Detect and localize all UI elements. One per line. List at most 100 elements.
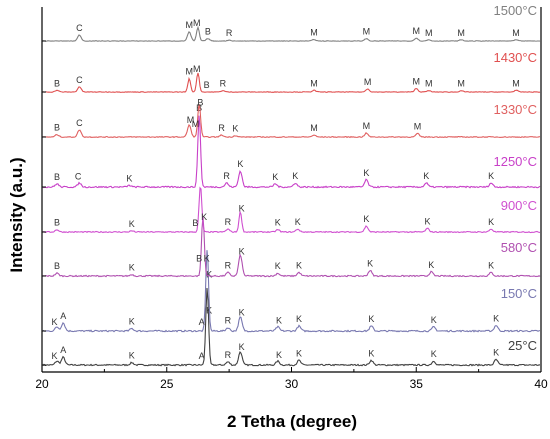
peak-label: B [54,172,60,182]
peak-label: K [239,308,245,318]
peak-label: M [192,119,200,129]
peak-label: A [60,345,66,355]
peak-label: M [363,121,371,131]
x-tick-label: 20 [35,377,49,391]
peak-label: M [457,79,465,89]
peak-label: B [204,80,210,90]
series-label: 25°C [508,338,537,353]
peak-label: M [425,28,433,38]
peak-label: K [129,263,135,273]
axes: 20 25 30 35 40 [35,7,548,391]
peak-label: B [54,123,60,133]
peak-label: M [310,78,318,88]
peak-label: K [239,247,245,257]
peak-label: K [206,269,212,279]
peak-label: R [225,261,232,271]
peak-label: K [431,349,437,359]
peak-label: M [193,64,201,74]
peak-label: K [488,261,494,271]
peak-label: K [428,260,434,270]
peak-label: B [54,218,60,228]
peak-label: K [51,351,57,361]
x-tick-label: 30 [285,377,299,391]
series-label: 1430°C [493,50,537,65]
peak-label: C [76,118,83,128]
peak-label: M [512,28,520,38]
peak-label: C [75,172,82,182]
peak-label: R [218,123,225,133]
series-line [42,72,541,93]
peak-label: R [225,350,232,360]
series-line [42,25,541,42]
series-line [42,287,541,367]
peak-label: K [292,171,298,181]
x-axis-label: 2 Tetha (degree) [227,412,357,431]
peak-label: B [192,218,198,228]
series-line [42,250,541,333]
peak-label: M [310,123,318,133]
peak-label: K [493,348,499,358]
peak-label: M [425,79,433,89]
peak-label: K [493,313,499,323]
peak-label: K [368,314,374,324]
peak-label: K [488,171,494,181]
peak-label: M [187,115,195,125]
peak-label: K [368,348,374,358]
peak-label: B [54,78,60,88]
peak-label: K [129,317,135,327]
peak-label: A [60,311,66,321]
series-line [42,186,541,234]
peak-label: M [185,67,193,77]
peak-label: K [129,219,135,229]
peak-label: K [201,212,207,222]
peak-label: M [310,28,318,38]
y-axis-label: Intensity (a.u.) [7,157,26,272]
peak-label: K [423,171,429,181]
series-label: 1500°C [493,3,537,18]
peak-label: K [363,214,369,224]
series-label: 1330°C [493,102,537,117]
peak-label: K [295,217,301,227]
peak-label: K [275,261,281,271]
peak-label: A [199,317,205,327]
series-line [42,103,541,139]
peak-label: R [226,28,233,38]
peak-label: C [76,23,83,33]
peak-label: R [225,217,232,227]
x-tick-label: 40 [534,377,548,391]
peak-label: K [367,258,373,268]
peak-label: K [276,350,282,360]
peak-label: K [232,124,238,134]
series-line [42,216,541,278]
peak-label: M [512,78,520,88]
peak-label: M [414,122,422,132]
peak-label: M [413,26,421,36]
peak-label: K [363,168,369,178]
peak-label: K [275,218,281,228]
peak-label: B [196,103,202,113]
peak-label: K [296,348,302,358]
series-line [42,115,541,189]
peak-label: K [276,316,282,326]
peak-label: K [239,203,245,213]
x-tick-label: 35 [410,377,424,391]
series-label: 150°C [501,286,537,301]
peak-label: M [193,18,201,28]
peak-label: M [363,27,371,37]
peak-label: M [413,77,421,87]
peak-label: C [76,75,83,85]
peak-label: M [364,77,372,87]
x-tick-label: 25 [160,377,174,391]
peak-label: M [457,28,465,38]
peak-label: K [204,254,210,264]
peak-label: R [225,316,232,326]
peak-label: K [488,217,494,227]
